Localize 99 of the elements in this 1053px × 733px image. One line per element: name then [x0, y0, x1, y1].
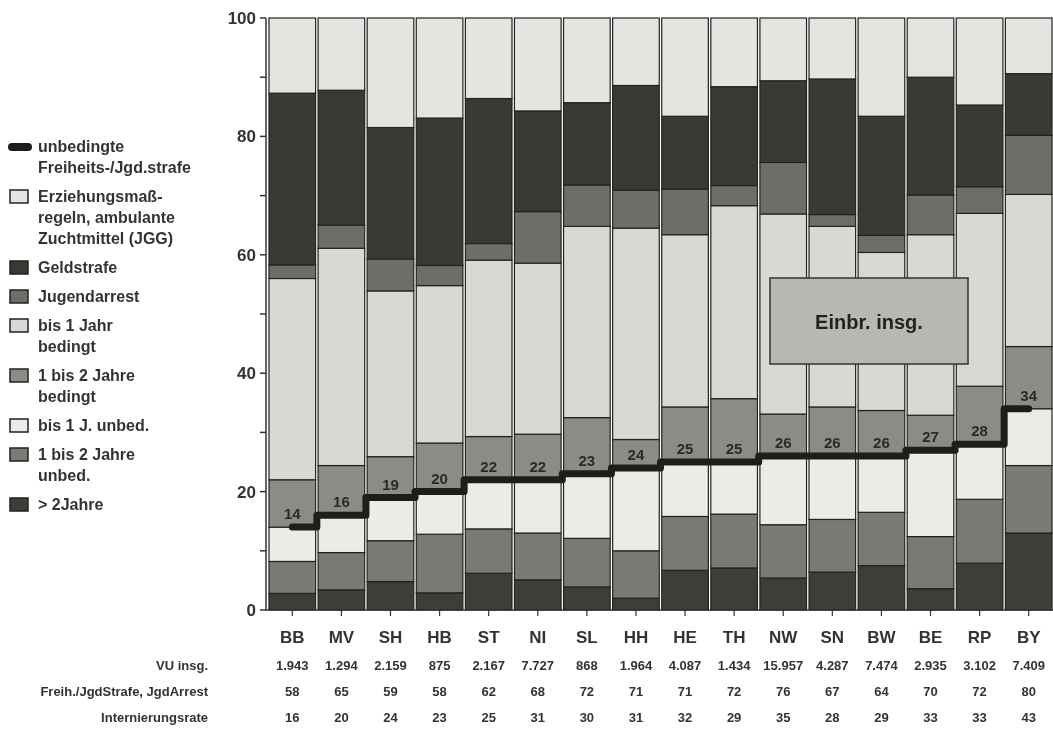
- data-label: 22: [529, 457, 547, 475]
- x-tick-label: MV: [328, 628, 355, 647]
- data-label: 16: [333, 493, 350, 511]
- legend-label: 1 bis 2 Jahre bedingt: [38, 367, 136, 405]
- text: 80: [1021, 684, 1036, 699]
- legend-label: > 2Jahre: [38, 496, 104, 513]
- text: 31: [628, 710, 644, 725]
- text: 58: [285, 684, 300, 699]
- text: 16: [285, 710, 300, 725]
- text: 4.287: [816, 658, 849, 673]
- text: 1.294: [325, 658, 359, 673]
- x-tick-label: BW: [867, 628, 897, 647]
- text: 59: [383, 684, 398, 699]
- x-tick-label: TH: [722, 628, 746, 647]
- text: 76: [776, 684, 791, 699]
- text: 3.102: [963, 658, 996, 673]
- text: 33: [923, 710, 938, 725]
- text: 64: [874, 684, 890, 699]
- data-label: 28: [971, 422, 988, 440]
- text: 7.474: [865, 658, 899, 673]
- y-tick-label: 40: [237, 364, 256, 384]
- text: 62: [481, 684, 496, 699]
- text: 31: [530, 710, 545, 725]
- legend-label: unbedingte Freiheits-/Jgd.strafe: [38, 138, 192, 176]
- text: 2.935: [914, 658, 947, 673]
- text: 65: [334, 684, 349, 699]
- y-tick-label: 80: [237, 127, 256, 147]
- data-label: 34: [1020, 386, 1038, 404]
- text: 24: [383, 710, 399, 725]
- text: 29: [874, 710, 889, 725]
- text: 15.957: [763, 658, 804, 673]
- text: 2.167: [472, 658, 505, 673]
- text: 71: [628, 684, 644, 699]
- text: 4.087: [668, 658, 702, 673]
- text: 35: [776, 710, 791, 725]
- text: 28: [825, 710, 840, 725]
- text: 1.434: [717, 658, 752, 673]
- text: 32: [677, 710, 693, 725]
- text: 7.727: [521, 658, 555, 673]
- text: 868: [576, 658, 598, 673]
- legend-label: Erziehungsmaß-regeln, ambulante Zuchtmittel (JGG): [38, 188, 176, 247]
- text: Freih./JgdStrafe, JgdArrest: [40, 684, 209, 699]
- x-tick-label: HH: [623, 628, 649, 647]
- x-tick-label: HB: [427, 628, 452, 647]
- data-label: 26: [873, 434, 890, 452]
- data-label: 25: [676, 440, 694, 457]
- text: 875: [428, 658, 451, 673]
- y-tick-label: 60: [237, 245, 256, 265]
- text: 30: [579, 710, 595, 725]
- text: 58: [432, 684, 447, 699]
- legend-label: 1 bis 2 Jahre unbed.: [38, 446, 136, 484]
- x-tick-label: SN: [820, 628, 845, 647]
- y-tick-label: 20: [237, 482, 256, 502]
- legend-label: bis 1 Jahr bedingt: [38, 317, 113, 355]
- data-label: 19: [382, 475, 399, 493]
- legend-label: Geldstrafe: [38, 259, 118, 276]
- text: 2.159: [374, 658, 407, 673]
- x-tick-label: ST: [477, 628, 501, 647]
- data-label: 25: [725, 440, 743, 457]
- text: 1.964: [619, 658, 653, 673]
- x-tick-label: BE: [918, 628, 943, 647]
- y-tick-label: 0: [246, 601, 256, 620]
- text: 23: [432, 710, 447, 725]
- text: Einbr. insg.: [815, 311, 923, 333]
- data-label: 26: [774, 434, 792, 452]
- data-label: 26: [823, 434, 841, 452]
- text: 67: [825, 684, 840, 699]
- y-tick-label: 100: [227, 9, 256, 28]
- text: 70: [923, 684, 938, 699]
- text: 72: [726, 684, 742, 699]
- x-tick-label: NI: [529, 628, 547, 647]
- x-tick-label: BY: [1016, 628, 1042, 647]
- x-tick-label: BB: [280, 628, 305, 647]
- text: 7.409: [1012, 658, 1045, 673]
- data-label: 23: [578, 451, 596, 469]
- text: 20: [334, 710, 349, 725]
- x-tick-label: HE: [673, 628, 697, 647]
- text: 72: [972, 684, 987, 699]
- text: 43: [1021, 710, 1036, 725]
- legend-label: bis 1 J. unbed.: [38, 417, 150, 434]
- text: 1.943: [276, 658, 309, 673]
- text: 71: [677, 684, 693, 699]
- legend-label: Jugendarrest: [38, 288, 141, 305]
- data-label: 27: [922, 428, 939, 446]
- x-tick-label: SL: [575, 628, 598, 647]
- data-label: 24: [627, 445, 645, 463]
- data-label: 14: [283, 505, 302, 523]
- x-tick-label: SH: [378, 628, 403, 647]
- data-label: 22: [480, 457, 498, 475]
- x-tick-label: NW: [769, 628, 799, 647]
- text: VU insg.: [155, 658, 208, 673]
- text: 68: [530, 684, 545, 699]
- text: 25: [481, 710, 496, 725]
- text: Internierungsrate: [101, 710, 208, 725]
- text: 29: [726, 710, 742, 725]
- x-tick-label: RP: [967, 628, 992, 647]
- data-label: 20: [431, 469, 448, 487]
- text: 33: [972, 710, 987, 725]
- text: 72: [579, 684, 595, 699]
